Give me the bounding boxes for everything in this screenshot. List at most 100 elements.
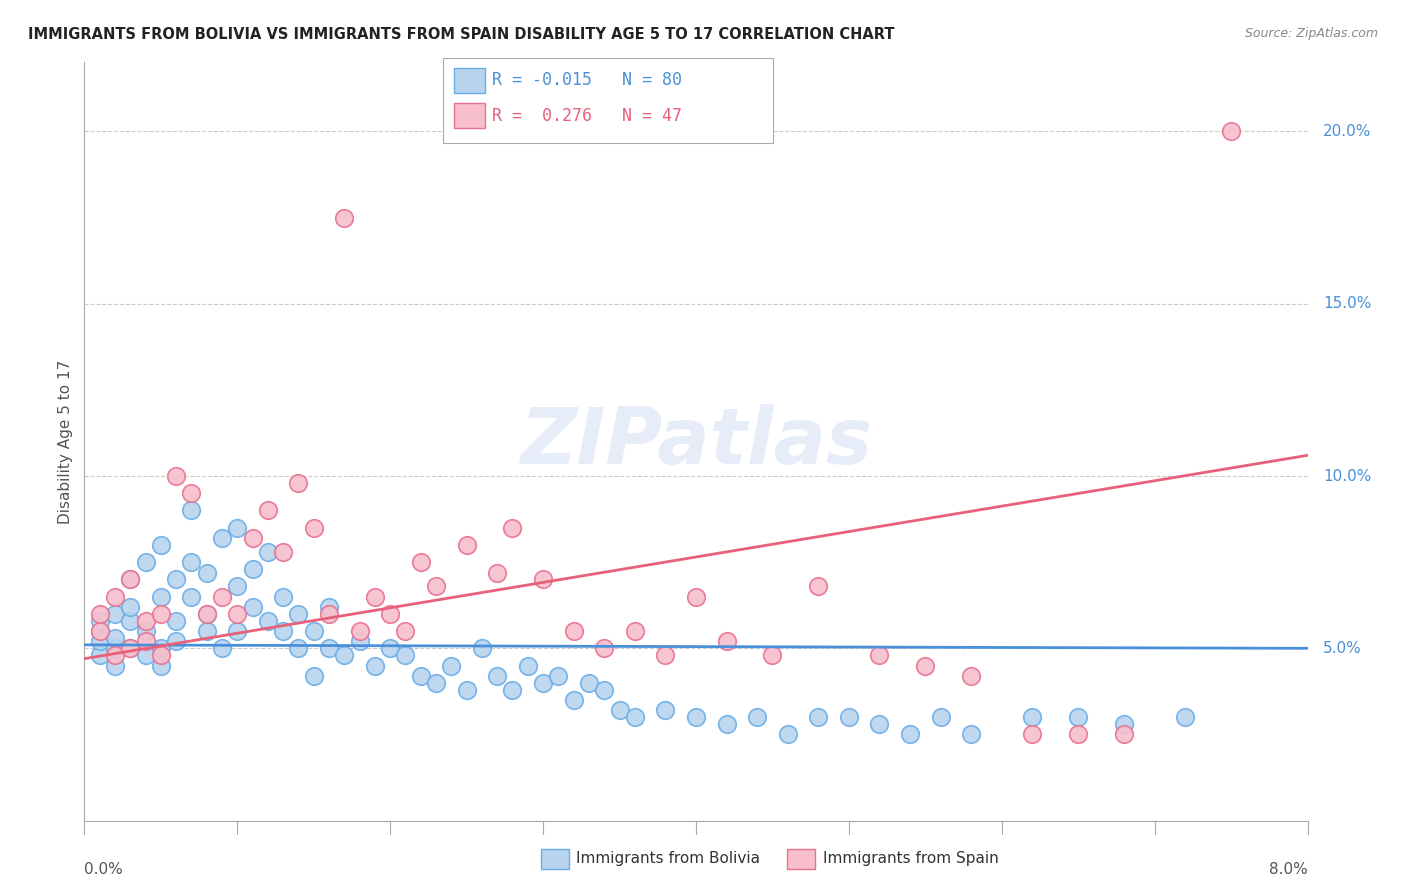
Point (165, 614, 187, 628)
Point (149, 590, 172, 604)
Point (135, 624, 157, 639)
Point (135, 648, 157, 663)
Point (807, 710, 830, 724)
Point (318, 607, 340, 621)
Text: 8.0%: 8.0% (1268, 862, 1308, 877)
Point (624, 624, 647, 639)
Point (547, 669, 569, 683)
Point (486, 566, 509, 580)
Point (380, 607, 402, 621)
Text: Source: ZipAtlas.com: Source: ZipAtlas.com (1244, 27, 1378, 40)
Point (318, 599, 340, 614)
Point (776, 727, 799, 741)
Point (869, 717, 891, 731)
Point (226, 607, 249, 621)
Point (1021, 710, 1043, 724)
Point (838, 710, 860, 724)
Point (104, 658, 127, 673)
Point (425, 579, 447, 593)
Point (242, 531, 264, 545)
Point (287, 607, 309, 621)
Point (502, 682, 524, 697)
Point (287, 641, 309, 656)
Point (425, 675, 447, 690)
Text: IMMIGRANTS FROM BOLIVIA VS IMMIGRANTS FROM SPAIN DISABILITY AGE 5 TO 17 CORRELAT: IMMIGRANTS FROM BOLIVIA VS IMMIGRANTS FR… (28, 27, 894, 42)
Point (394, 648, 416, 663)
Point (1114, 717, 1136, 731)
Point (456, 538, 478, 552)
Point (180, 503, 202, 517)
Point (165, 469, 187, 483)
Point (149, 648, 172, 663)
Text: 0.0%: 0.0% (84, 862, 124, 877)
Point (120, 614, 142, 628)
Point (271, 545, 294, 559)
Point (165, 634, 187, 648)
Point (761, 648, 783, 663)
Point (149, 658, 172, 673)
Point (149, 641, 172, 656)
Point (516, 658, 538, 673)
Point (302, 669, 325, 683)
Point (302, 624, 325, 639)
Point (1220, 124, 1243, 138)
Point (135, 614, 157, 628)
Point (960, 669, 983, 683)
Point (104, 648, 127, 663)
Point (593, 641, 616, 656)
Point (195, 624, 218, 639)
Point (89, 624, 111, 639)
Point (747, 710, 769, 724)
Point (409, 669, 432, 683)
Point (180, 555, 202, 569)
Point (654, 648, 676, 663)
Point (960, 727, 983, 741)
Text: R =  0.276   N = 47: R = 0.276 N = 47 (492, 107, 682, 125)
Point (211, 641, 233, 656)
Point (195, 607, 218, 621)
Point (685, 710, 707, 724)
Point (654, 703, 676, 717)
Point (104, 631, 127, 645)
Point (486, 669, 509, 683)
Point (226, 521, 249, 535)
Point (195, 607, 218, 621)
Point (287, 475, 309, 490)
Point (242, 599, 264, 614)
Point (180, 486, 202, 500)
Text: ZIPatlas: ZIPatlas (520, 403, 872, 480)
Point (242, 562, 264, 576)
Text: Immigrants from Bolivia: Immigrants from Bolivia (576, 851, 761, 865)
Point (394, 624, 416, 639)
Point (1021, 727, 1043, 741)
Point (1174, 710, 1197, 724)
Point (716, 634, 738, 648)
Point (195, 566, 218, 580)
Point (531, 675, 554, 690)
Point (333, 648, 356, 663)
Text: 20.0%: 20.0% (1323, 124, 1371, 139)
Point (120, 641, 142, 656)
Point (364, 658, 387, 673)
Point (104, 641, 127, 656)
Point (531, 573, 554, 587)
Point (869, 648, 891, 663)
Point (380, 641, 402, 656)
Point (471, 641, 494, 656)
Point (120, 573, 142, 587)
Point (807, 579, 830, 593)
Text: R = -0.015   N = 80: R = -0.015 N = 80 (492, 71, 682, 89)
Point (104, 607, 127, 621)
Point (226, 624, 249, 639)
Y-axis label: Disability Age 5 to 17: Disability Age 5 to 17 (58, 359, 73, 524)
Point (685, 590, 707, 604)
Point (120, 641, 142, 656)
Point (89, 614, 111, 628)
Text: 5.0%: 5.0% (1323, 640, 1361, 656)
Point (440, 658, 463, 673)
Point (364, 590, 387, 604)
Point (120, 599, 142, 614)
Point (149, 538, 172, 552)
Point (349, 634, 371, 648)
Point (624, 710, 647, 724)
